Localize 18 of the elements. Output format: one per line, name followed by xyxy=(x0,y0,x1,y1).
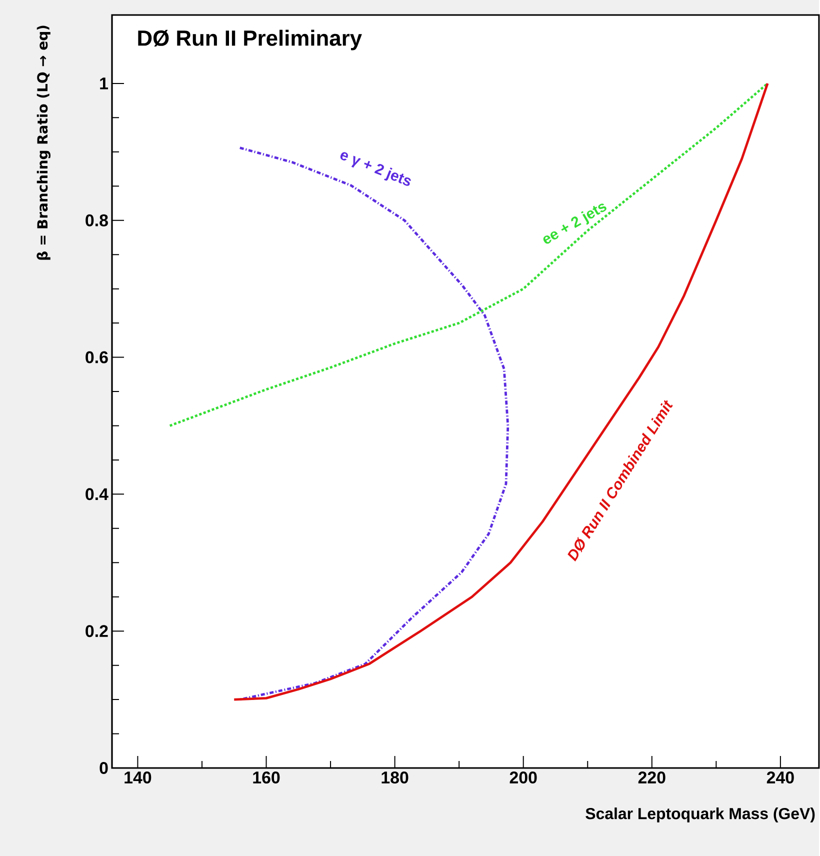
y-tick-label: 0.4 xyxy=(86,488,108,500)
text: e γ + 2 jets xyxy=(340,152,411,186)
x-tick-label: 140 xyxy=(124,772,152,784)
y-axis-title: β = Branching Ratio (LQ → eq) xyxy=(36,26,51,260)
y-tick-label: 0.6 xyxy=(86,351,108,364)
x-tick-label: 160 xyxy=(253,772,280,784)
text: DØ Run II Preliminary xyxy=(138,30,362,50)
x-tick-label: 240 xyxy=(767,772,794,784)
line-series xyxy=(238,146,510,701)
x-tick-label: 220 xyxy=(638,772,666,784)
y-tick-label: 0.8 xyxy=(86,214,108,226)
x-tick-label: 200 xyxy=(510,772,537,784)
y-tick-label: 0 xyxy=(100,762,108,774)
x-axis-title: Scalar Leptoquark Mass (GeV) xyxy=(586,808,815,822)
text: ee + 2 jets xyxy=(543,204,607,244)
y-tick-label: 1 xyxy=(100,78,108,90)
y-tick-label: 0.2 xyxy=(86,625,108,638)
x-tick-label: 180 xyxy=(382,772,408,784)
